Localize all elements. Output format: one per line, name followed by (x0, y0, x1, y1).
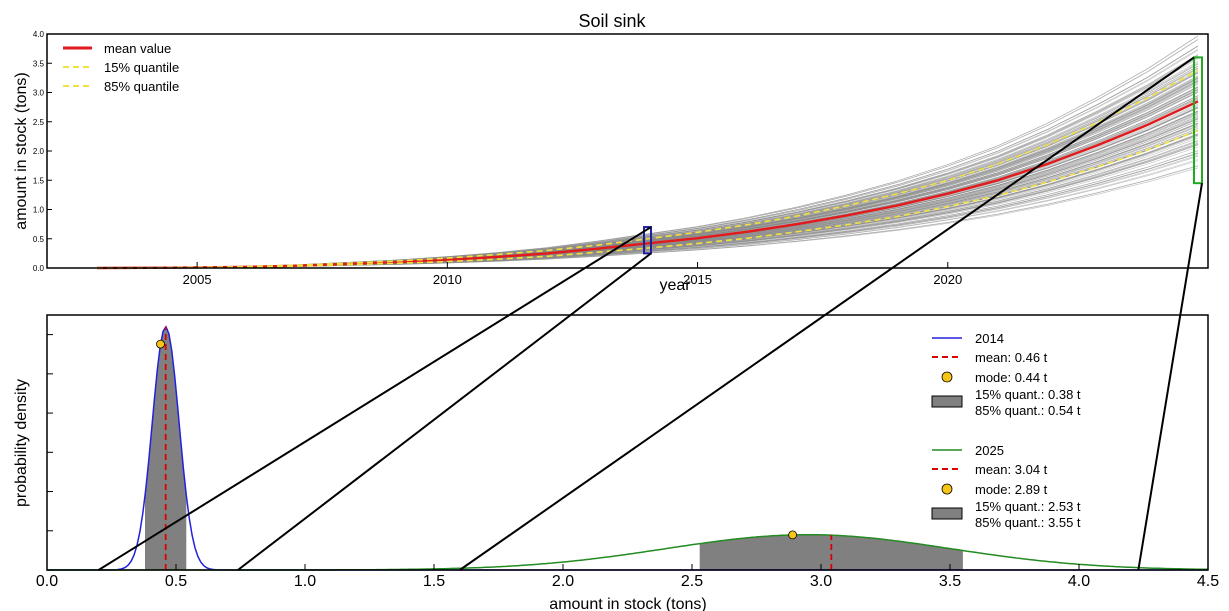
x-tick-label: 3.0 (810, 573, 832, 590)
x-tick-label: 4.5 (1197, 573, 1219, 590)
legend-swatch-box (931, 395, 963, 408)
x-tick-label: 2.5 (681, 573, 703, 590)
top-legend: mean value 15% quantile 85% quantile (63, 41, 179, 94)
legend-label: 85% quantile (104, 79, 179, 94)
x-tick-label: 1.5 (423, 573, 445, 590)
highlight-box-0 (643, 226, 653, 255)
top-y-ticks: 0.0 0.5 1.0 1.5 2.0 2.5 3.0 3.5 4.0 (33, 30, 52, 273)
legend-label: 15% quantile (104, 60, 179, 75)
y-tick-label: 3.5 (33, 59, 45, 68)
legend-label: mean: 0.46 t (975, 350, 1048, 365)
top-x-axis-label: year (659, 277, 691, 294)
x-tick-label: 3.5 (939, 573, 961, 590)
quantile-fills (145, 326, 963, 570)
mode-marker-2014 (156, 339, 165, 349)
x-tick-label: 0.0 (36, 573, 58, 590)
y-tick-label: 1.0 (33, 206, 45, 215)
bottom-plot-frame (46, 314, 1209, 571)
legend-label: mean: 3.04 t (975, 462, 1048, 477)
legend-label: mode: 2.89 t (975, 482, 1048, 497)
x-tick-label: 2015 (683, 272, 712, 287)
y-tick-label: 0.0 (33, 264, 45, 273)
top-series-lines (96, 69, 1199, 270)
top-chart-title: Soil sink (578, 11, 646, 31)
bottom-y-ticks (47, 334, 53, 532)
y-tick-label: 2.0 (33, 147, 45, 156)
series-line-2 (96, 69, 1199, 269)
ensemble-lines (96, 35, 1199, 269)
y-tick-label: 0.5 (33, 235, 45, 244)
legend-label: 2025 (975, 443, 1004, 458)
legend-label-2: 85% quant.: 3.55 t (975, 515, 1081, 530)
y-tick-label: 1.5 (33, 176, 45, 185)
top-x-ticks: 2005 2010 2015 2020 (183, 262, 962, 287)
mean-mode-markers (156, 326, 833, 570)
y-tick-label: 3.0 (33, 89, 45, 98)
legend-label-2: 85% quant.: 0.54 t (975, 403, 1081, 418)
legend-label: 15% quant.: 2.53 t (975, 499, 1081, 514)
x-tick-label: 2020 (933, 272, 962, 287)
legend-swatch-dot (941, 483, 953, 495)
legend-label: mean value (104, 41, 171, 56)
bottom-y-axis-label: probability density (13, 379, 30, 507)
legend-label: 2014 (975, 331, 1004, 346)
bottom-x-axis-label: amount in stock (tons) (549, 596, 706, 611)
x-tick-label: 1.0 (294, 573, 316, 590)
legend-label: 15% quant.: 0.38 t (975, 387, 1081, 402)
mode-marker-2025 (788, 530, 798, 540)
top-panel-timeseries: Soil sink 0.0 0.5 1.0 1.5 2.0 2.5 3.0 3.5 4.0 20… (13, 11, 1209, 294)
top-y-axis-label: amount in stock (tons) (13, 72, 30, 229)
y-tick-label: 2.5 (33, 118, 45, 127)
legend-swatch-dot (941, 371, 953, 383)
x-tick-label: 0.5 (165, 573, 187, 590)
bottom-legend: 2014 mean: 0.46 t mode: 0.44 t 15% quant.: … (931, 331, 1081, 530)
x-tick-label: 4.0 (1068, 573, 1090, 590)
y-tick-label: 4.0 (33, 30, 45, 39)
connector-line (98, 226, 652, 571)
connector-line (459, 56, 1195, 571)
x-tick-label: 2010 (433, 272, 462, 287)
legend-swatch-box (931, 507, 963, 520)
bottom-panel-density: 0.0 0.5 1.0 1.5 2.0 2.5 3.0 3.5 4.0 4.5 amount in… (13, 314, 1219, 611)
legend-label: mode: 0.44 t (975, 370, 1048, 385)
quantile-fill-2025 (699, 534, 963, 570)
x-tick-label: 2005 (183, 272, 212, 287)
highlight-boxes (643, 56, 1203, 255)
connector-line (1137, 183, 1203, 571)
connector-line (237, 252, 652, 571)
highlight-box-1 (1192, 56, 1203, 185)
x-tick-label: 2.0 (552, 573, 574, 590)
density-curve-2025 (47, 533, 1208, 571)
bottom-x-ticks: 0.0 0.5 1.0 1.5 2.0 2.5 3.0 3.5 4.0 4.5 (36, 564, 1219, 590)
zoom-connector-lines (98, 56, 1203, 571)
